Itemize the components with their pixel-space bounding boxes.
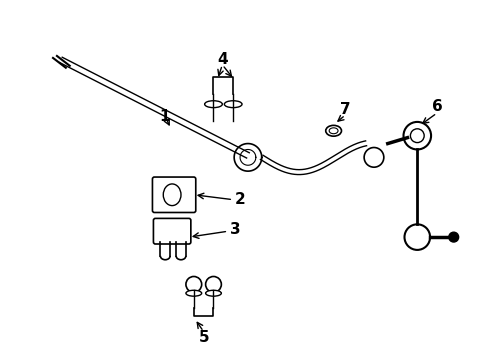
Circle shape — [448, 232, 458, 242]
FancyBboxPatch shape — [153, 219, 190, 244]
Text: 3: 3 — [229, 222, 240, 237]
Ellipse shape — [205, 290, 221, 296]
Text: 6: 6 — [431, 99, 442, 114]
Ellipse shape — [224, 101, 242, 108]
Text: 1: 1 — [159, 108, 169, 123]
Text: 5: 5 — [198, 330, 208, 345]
FancyBboxPatch shape — [152, 177, 195, 212]
Circle shape — [205, 276, 221, 292]
Ellipse shape — [204, 101, 222, 108]
Text: 4: 4 — [217, 53, 227, 67]
Circle shape — [185, 276, 201, 292]
Ellipse shape — [163, 184, 181, 206]
Text: 7: 7 — [340, 102, 350, 117]
Text: 2: 2 — [234, 192, 245, 207]
Ellipse shape — [185, 290, 201, 296]
